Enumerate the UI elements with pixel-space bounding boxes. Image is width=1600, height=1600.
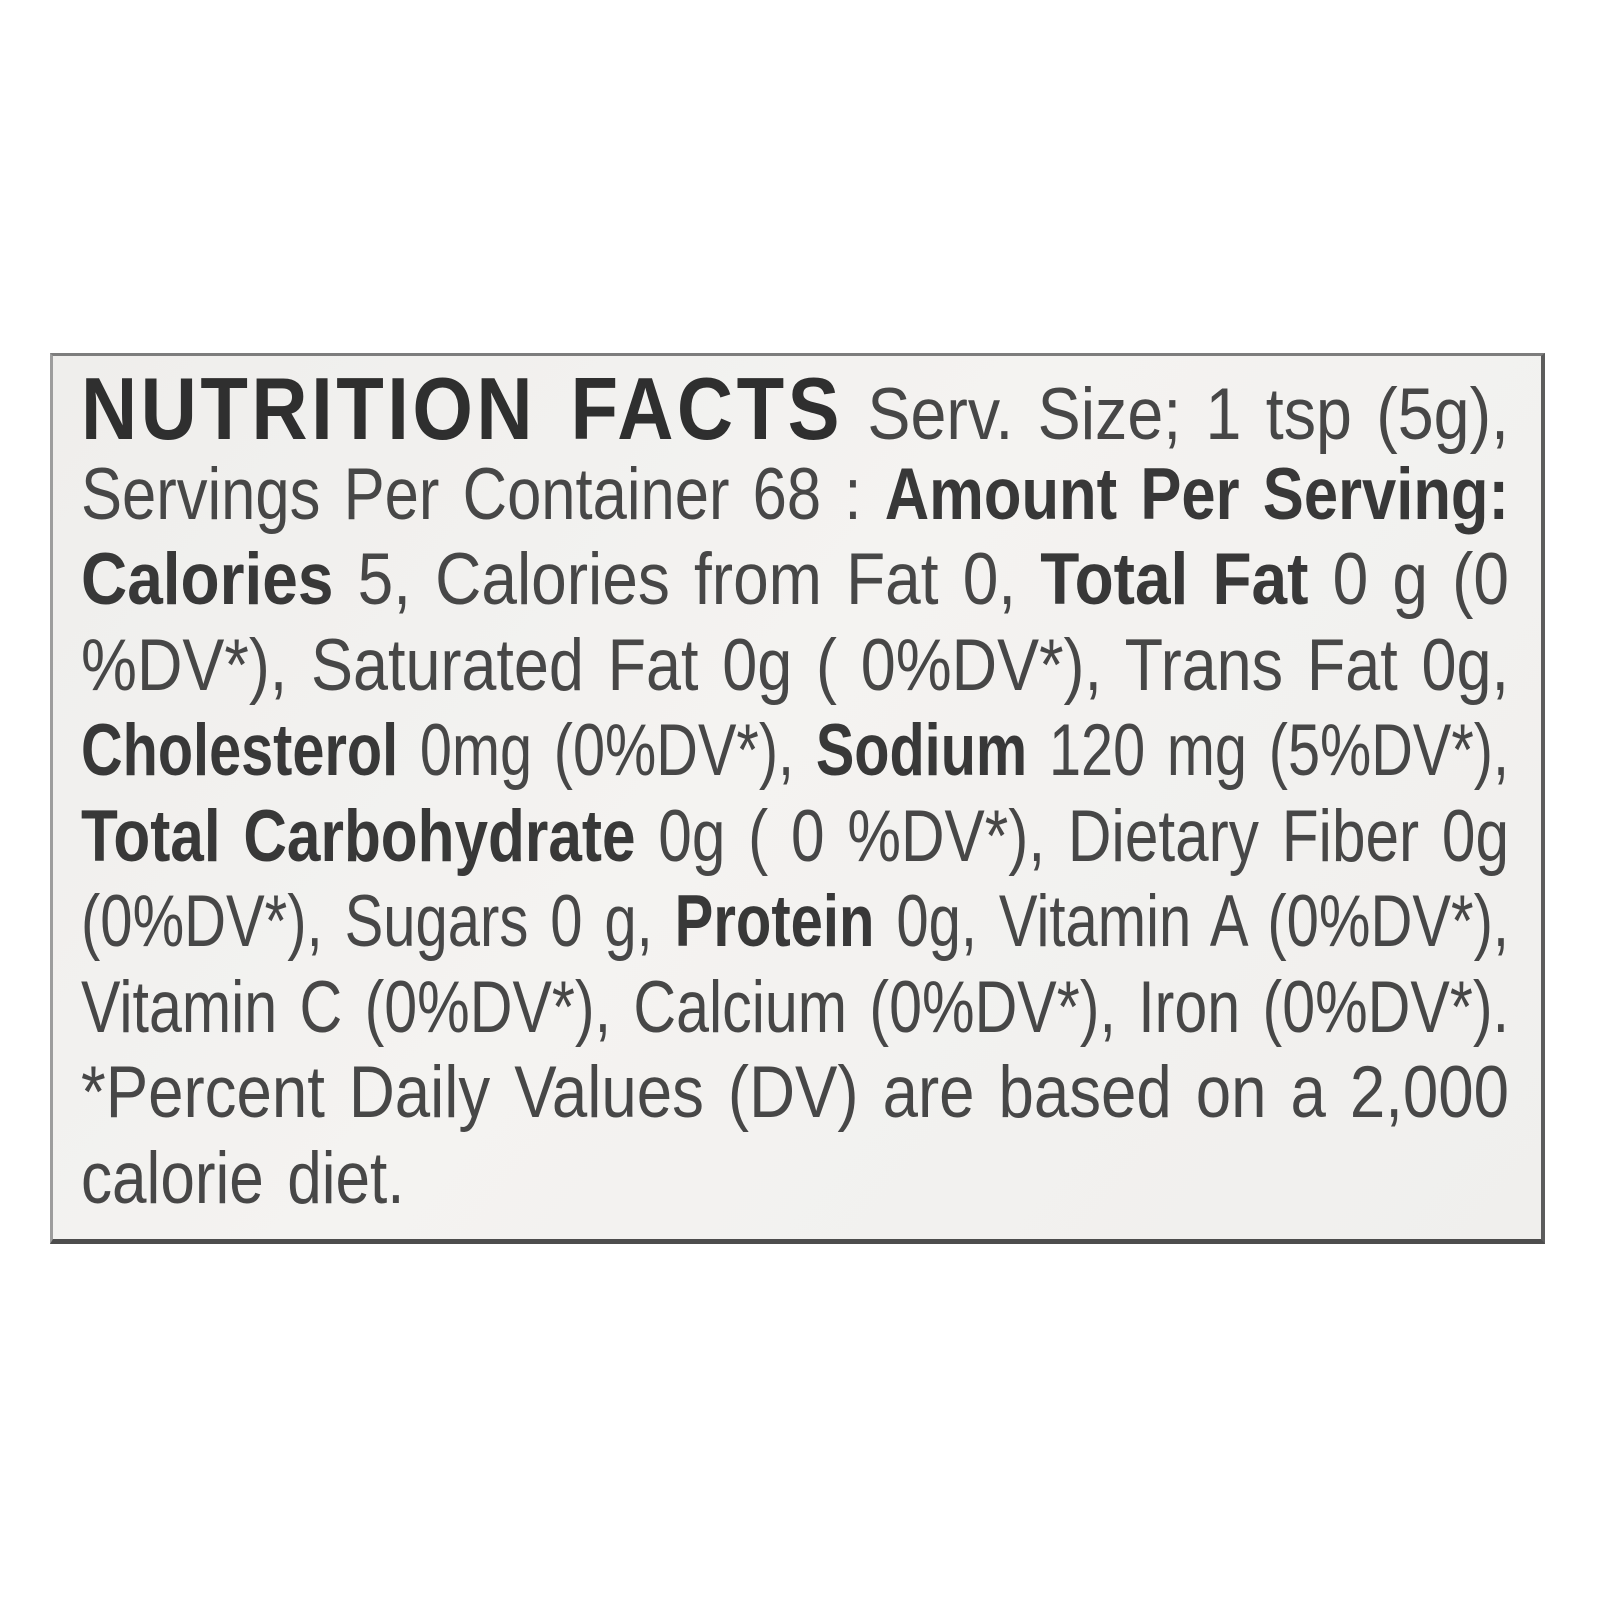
label-line: Servings Per Container 68 : Amount Per S… (81, 452, 1509, 538)
label-text-segment: Vitamin C (0%DV*), Calcium (0%DV*), Iron… (81, 966, 1509, 1048)
label-text-segment: 0g, Vitamin A (0%DV*), (874, 881, 1509, 962)
label-text-segment: 0 g (0 (1308, 539, 1509, 620)
label-text-segment: calorie diet. (81, 1137, 405, 1219)
label-line: %DV*), Saturated Fat 0g ( 0%DV*), Trans … (81, 623, 1509, 709)
label-line-text: calorie diet. (81, 1136, 405, 1240)
label-line: Cholesterol 0mg (0%DV*), Sodium 120 mg (… (81, 708, 1509, 794)
label-text-segment: Amount Per Serving: (884, 453, 1509, 535)
label-line: (0%DV*), Sugars 0 g, Protein 0g, Vitamin… (81, 879, 1509, 965)
label-line: *Percent Daily Values (DV) are based on … (81, 1050, 1509, 1136)
label-text-segment: Calories (81, 539, 334, 620)
label-text-segment: 120 mg (5%DV*), (1027, 710, 1509, 791)
label-line-text: Calories 5, Calories from Fat 0, Total F… (81, 537, 1509, 643)
label-text-segment: Sodium (815, 710, 1028, 791)
label-line: NUTRITION FACTS Serv. Size; 1 tsp (5g), (81, 365, 1509, 456)
label-text-segment: Serv. Size; 1 tsp (5g), (843, 374, 1509, 455)
label-line-text: Total Carbohydrate 0g ( 0 %DV*), Dietary… (81, 794, 1509, 900)
label-text-segment: (0%DV*), Sugars 0 g, (81, 881, 675, 962)
label-text-segment: Total Fat (1040, 539, 1309, 620)
label-line-text: %DV*), Saturated Fat 0g ( 0%DV*), Trans … (81, 623, 1509, 729)
label-text-segment: 0g ( 0 %DV*), Dietary Fiber 0g (635, 795, 1509, 877)
label-line-text: NUTRITION FACTS Serv. Size; 1 tsp (5g), (81, 365, 1509, 478)
label-text-segment: 0mg (0%DV*), (398, 710, 816, 791)
nutrition-facts-label: NUTRITION FACTS Serv. Size; 1 tsp (5g), S… (50, 353, 1545, 1244)
label-line: Total Carbohydrate 0g ( 0 %DV*), Dietary… (81, 794, 1509, 880)
label-line-text: *Percent Daily Values (DV) are based on … (81, 1050, 1509, 1156)
label-text-segment: Protein (674, 881, 875, 962)
label-title: NUTRITION FACTS (81, 359, 844, 458)
label-line: Calories 5, Calories from Fat 0, Total F… (81, 537, 1509, 623)
label-lines: NUTRITION FACTS Serv. Size; 1 tsp (5g), S… (81, 365, 1509, 1222)
label-line-text: Vitamin C (0%DV*), Calcium (0%DV*), Iron… (81, 965, 1509, 1071)
label-line-text: (0%DV*), Sugars 0 g, Protein 0g, Vitamin… (81, 879, 1509, 985)
label-line-text: Servings Per Container 68 : Amount Per S… (81, 452, 1509, 558)
label-line: Vitamin C (0%DV*), Calcium (0%DV*), Iron… (81, 965, 1509, 1051)
label-text-segment: Cholesterol (81, 710, 399, 791)
label-text-segment: %DV*), Saturated Fat 0g ( 0%DV*), Trans … (81, 624, 1509, 706)
label-text-segment: *Percent Daily Values (DV) are based on … (81, 1052, 1509, 1133)
label-line: calorie diet. (81, 1136, 1509, 1222)
label-text-segment: 5, Calories from Fat 0, (333, 539, 1041, 620)
label-text-segment: Total Carbohydrate (81, 795, 636, 877)
label-text-segment: Servings Per Container 68 : (81, 453, 885, 535)
label-line-text: Cholesterol 0mg (0%DV*), Sodium 120 mg (… (81, 708, 1509, 814)
